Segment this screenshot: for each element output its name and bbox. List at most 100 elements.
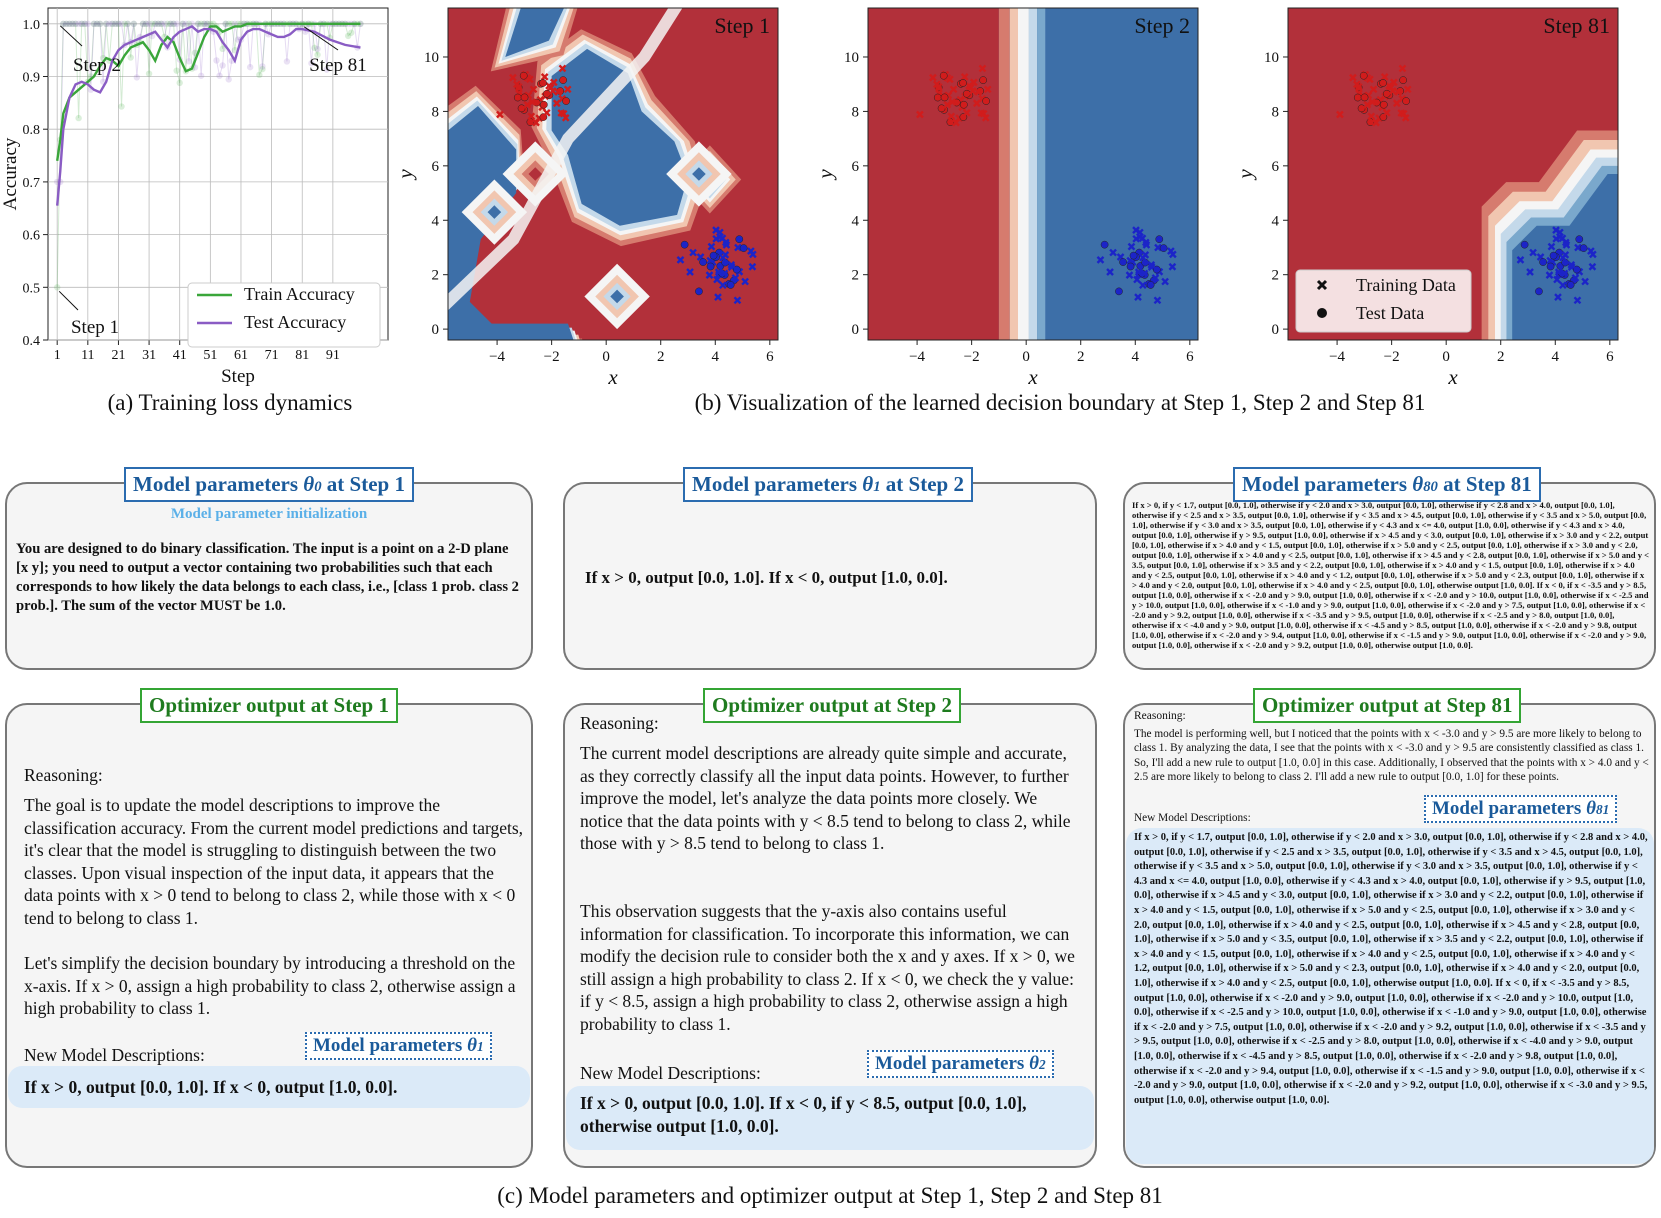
training-point bbox=[1554, 268, 1563, 276]
noisy-point bbox=[197, 72, 205, 79]
test-point bbox=[735, 235, 744, 244]
boundary-layer bbox=[551, 48, 688, 226]
legend-box bbox=[187, 282, 381, 348]
training-point bbox=[949, 85, 958, 94]
y-tick-label: 0.5 bbox=[23, 281, 41, 296]
noisy-point bbox=[201, 20, 208, 28]
x-tick-label: 0 bbox=[1442, 349, 1450, 365]
legend: Train Accuracy Test Accuracy bbox=[187, 282, 381, 348]
legend: Training Data Test Data bbox=[1295, 269, 1472, 333]
y-tick-label: 4 bbox=[1272, 213, 1280, 229]
training-point bbox=[733, 296, 742, 305]
test-point bbox=[959, 100, 968, 109]
y-tick-label: 0.7 bbox=[23, 176, 41, 191]
training-point bbox=[1588, 262, 1597, 271]
opt81-para-1: The model is performing well, but I noti… bbox=[1134, 728, 1649, 784]
boundary-band bbox=[1028, 8, 1038, 340]
training-point bbox=[514, 83, 523, 91]
training-point bbox=[563, 85, 572, 94]
param-box-step-2-title: Model parameters θ1 at Step 2 bbox=[683, 467, 973, 502]
noisy-point bbox=[197, 20, 205, 28]
test-point bbox=[699, 258, 707, 266]
test-point bbox=[539, 100, 548, 109]
opt2-new-text: If x > 0, output [0.0, 1.0]. If x < 0, i… bbox=[580, 1093, 1027, 1136]
noisy-point bbox=[152, 20, 159, 28]
boundary-diamond bbox=[692, 167, 706, 181]
training-point bbox=[1096, 256, 1105, 264]
x-tick-label: 0 bbox=[602, 349, 610, 365]
training-point bbox=[1372, 118, 1380, 127]
training-point bbox=[1127, 242, 1136, 251]
training-point bbox=[1552, 234, 1561, 243]
noisy-point bbox=[155, 20, 162, 28]
test-point bbox=[1126, 262, 1135, 271]
param-step-81-text: If x > 0, if y < 1.7, output [0.0, 1.0],… bbox=[1132, 500, 1650, 650]
training-point bbox=[496, 110, 504, 119]
y-axis-label: Accuracy bbox=[0, 137, 21, 210]
y-tick-label: 2 bbox=[432, 268, 440, 284]
x-tick-label: 2 bbox=[1497, 349, 1505, 365]
noisy-point bbox=[81, 20, 88, 28]
y-tick-label: 0.6 bbox=[23, 229, 41, 244]
test-point bbox=[1155, 235, 1164, 244]
noisy-point bbox=[167, 20, 174, 28]
noisy-point bbox=[78, 20, 85, 28]
noisy-point bbox=[348, 29, 355, 36]
noisy-point bbox=[90, 20, 98, 28]
noisy-point bbox=[228, 20, 235, 28]
training-point bbox=[1106, 268, 1114, 276]
x-tick-label: 6 bbox=[1186, 349, 1194, 365]
test-point bbox=[680, 240, 689, 249]
noisy-point bbox=[194, 20, 202, 28]
opt2-para-2: This observation suggests that the y-axi… bbox=[580, 901, 1075, 1034]
training-point bbox=[1154, 243, 1162, 252]
training-point bbox=[1125, 271, 1134, 279]
noisy-point bbox=[115, 20, 122, 28]
x-tick-label: 91 bbox=[326, 348, 340, 363]
training-point bbox=[1336, 110, 1344, 119]
boundary-diamond bbox=[487, 205, 502, 219]
training-point bbox=[1161, 277, 1169, 286]
noisy-point bbox=[118, 20, 125, 28]
noisy-point bbox=[106, 20, 113, 28]
test-point bbox=[962, 89, 971, 98]
noisy-point bbox=[145, 20, 153, 28]
boundary-chart-step-81: −4 −2 0 2 4 6 0 2 4 6 8 10 x y Step 81 Training Data Tes… bbox=[1233, 7, 1619, 389]
noisy-point bbox=[167, 20, 174, 28]
y-tick-label: 6 bbox=[432, 159, 440, 175]
opt81-new-label: New Model Descriptions: bbox=[1134, 812, 1251, 824]
test-point bbox=[1402, 97, 1410, 105]
test-point bbox=[1579, 244, 1588, 252]
training-point bbox=[1526, 268, 1534, 276]
x-tick-label: 4 bbox=[712, 349, 720, 365]
training-point bbox=[549, 78, 558, 87]
x-tick-label: 11 bbox=[81, 348, 94, 363]
boundary-band bbox=[1018, 8, 1029, 340]
y-tick-label: 0 bbox=[432, 322, 440, 338]
noisy-trace bbox=[57, 22, 361, 183]
training-point bbox=[1153, 296, 1162, 305]
x-tick-label: 81 bbox=[295, 348, 309, 363]
training-point bbox=[719, 281, 727, 290]
series-line bbox=[55, 25, 361, 206]
noisy-point bbox=[182, 20, 190, 28]
arrow-step-1 bbox=[58, 290, 79, 311]
training-point bbox=[1132, 234, 1141, 243]
opt81-new-text: If x > 0, if y < 1.7, output [0.0, 1.0],… bbox=[1134, 832, 1648, 1106]
opt2-highlight bbox=[566, 1086, 1094, 1150]
plot-frame bbox=[867, 7, 1199, 341]
training-point bbox=[1401, 113, 1410, 122]
boundary-band bbox=[1009, 8, 1018, 340]
boundary-band bbox=[448, 8, 683, 311]
panel-title: Step 81 bbox=[1543, 13, 1610, 38]
noisy-point bbox=[246, 63, 254, 71]
noisy-point bbox=[133, 74, 141, 81]
boundary-diamond bbox=[528, 167, 543, 181]
legend-label: Training Data bbox=[1356, 275, 1456, 295]
training-point bbox=[748, 262, 757, 271]
noisy-point bbox=[69, 20, 76, 28]
x-tick-label: 1 bbox=[54, 348, 61, 363]
y-tick-label: 2 bbox=[1272, 268, 1280, 284]
boundary-band bbox=[868, 8, 999, 340]
noisy-point bbox=[84, 20, 92, 28]
